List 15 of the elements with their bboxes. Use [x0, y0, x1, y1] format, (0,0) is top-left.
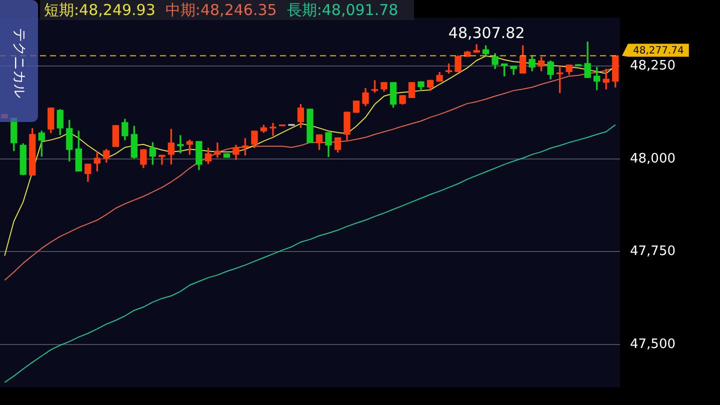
y-tick-label: 47,500: [630, 336, 676, 352]
candlestick: [270, 122, 276, 136]
text: 中期:48,246.35: [165, 1, 277, 19]
annotation: 48,307.82: [448, 24, 525, 42]
side-tab: テクニカル: [0, 0, 38, 122]
y-tick-label: 48,250: [630, 58, 676, 74]
text: 短期:48,249.93: [44, 1, 156, 19]
y-tick-label: 48,000: [630, 151, 676, 166]
candlestick: [112, 125, 119, 147]
candlestick: [352, 100, 360, 113]
text: 長期:48,091.78: [286, 1, 398, 19]
candlestick: [408, 82, 416, 98]
ref-line-label: 48,277.74: [633, 45, 684, 56]
candlestick: [306, 108, 314, 143]
y-tick-label: 47,750: [630, 244, 676, 260]
